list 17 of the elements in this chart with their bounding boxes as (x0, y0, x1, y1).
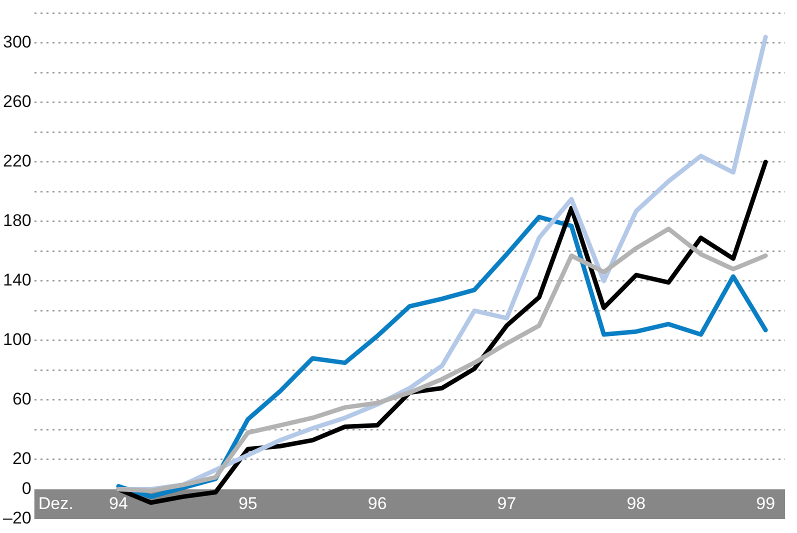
y-tick-label: 180 (2, 211, 32, 230)
y-tick-label: 20 (12, 449, 32, 468)
x-tick-label: 98 (626, 494, 646, 514)
x-axis-title: Dez. (38, 494, 74, 513)
y-tick-label: 300 (2, 32, 32, 52)
y-tick-label: 0 (22, 478, 32, 498)
y-tick-label: –20 (2, 508, 32, 528)
y-tick-label: 260 (2, 92, 32, 112)
x-tick-label: 99 (756, 494, 776, 514)
y-tick-label: 140 (2, 270, 32, 290)
x-tick-label: 94 (109, 494, 128, 514)
y-tick-label: 220 (2, 152, 32, 171)
y-tick-label: 60 (12, 390, 32, 409)
x-tick-label: 96 (368, 494, 387, 514)
x-tick-label: 97 (497, 494, 516, 514)
y-tick-label: 100 (2, 330, 32, 350)
x-tick-label: 95 (238, 494, 258, 514)
